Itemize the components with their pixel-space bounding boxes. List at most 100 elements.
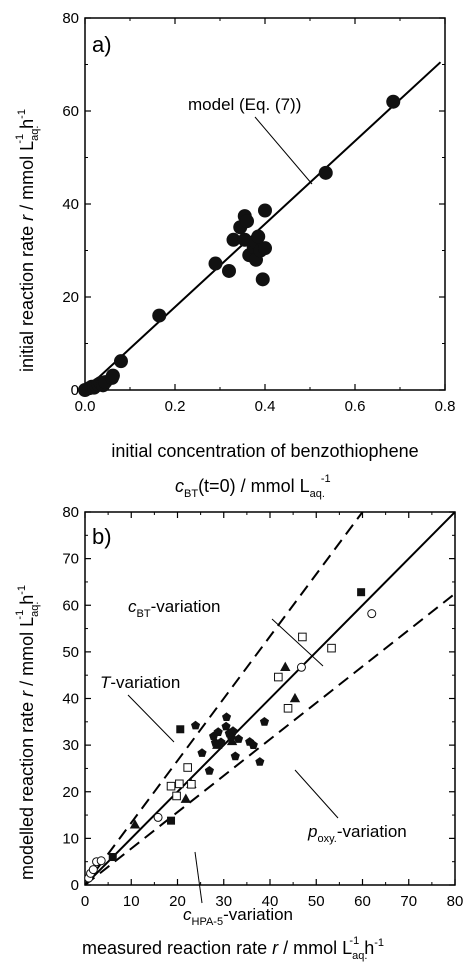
x-axis-label-sub: aq. (352, 950, 367, 962)
data-point-filled-triangle (129, 819, 141, 829)
cbt-variation-leader (271, 618, 324, 667)
panel-a-ytick-label: 20 (62, 289, 79, 306)
data-point-open-circle (153, 812, 163, 822)
t-variation-label: T-variation (100, 673, 180, 692)
x-axis-label-text: (t=0) / mmol L (198, 476, 310, 496)
x-axis-label-sub: aq. (310, 488, 325, 500)
chart-panel-b: 0 10 20 30 40 50 60 70 8001020304050607080b)cBT-… (14, 504, 463, 962)
y-axis-label-var: r (17, 214, 37, 221)
panel-a-ytick-label: 40 (62, 196, 79, 213)
panel-b-ytick-label: 20 (62, 784, 79, 801)
data-point-open-circle (96, 856, 106, 866)
poxy-variation-leader (294, 769, 339, 819)
chpa-variation-label: cHPA-5-variation (183, 905, 293, 928)
y-axis-label-text: / mmol L (17, 141, 37, 215)
y-axis-label-text: / mmol L (17, 617, 37, 691)
y-axis-label-text: initial reaction rate (17, 221, 37, 372)
data-point-open-square (172, 791, 181, 801)
panel-a-ytick-label: 0 (71, 382, 79, 399)
data-point-open-square (183, 763, 192, 772)
t-variation-leader (127, 694, 175, 743)
y-axis-label-sup: -1 (16, 109, 28, 119)
panel-b-ytick-label: 40 (62, 691, 79, 708)
data-point (222, 263, 236, 278)
panel-b-xtick-label: 10 (123, 893, 140, 910)
y-axis-label-sup: -1 (14, 134, 26, 144)
data-point-filled-pentagon (222, 712, 232, 721)
data-point (386, 94, 401, 109)
panel-label-b: b) (92, 524, 112, 549)
data-point-filled-triangle (280, 661, 291, 671)
data-point-open-circle (367, 609, 377, 619)
data-point-filled-square (357, 588, 366, 597)
deviation-dashed-line (85, 592, 455, 885)
panel-b-xtick-label: 30 (215, 893, 232, 910)
y-axis-label: initial reaction rate r / mmol Laq.-1 h-… (14, 109, 41, 372)
annotation-sub: oxy. (317, 833, 336, 845)
y-axis-label: modelled reaction rate r / mmol Laq.-1 h… (14, 585, 41, 880)
annotation-sub: BT (137, 608, 151, 620)
y-axis-label-sup: -1 (16, 585, 28, 595)
x-axis-label-var: c (175, 476, 184, 496)
annotation-sub: HPA-5 (192, 916, 224, 928)
data-point-filled-pentagon (191, 720, 201, 730)
chpa-variation-leader (194, 851, 203, 904)
x-axis-label: measured reaction rate r / mmol Laq. -1 h… (82, 935, 384, 962)
x-axis-label-sup: -1 (349, 935, 359, 947)
data-point-filled-pentagon (221, 721, 231, 731)
annotation-text: -variation (110, 673, 180, 692)
y-axis-label-sub: aq. (29, 126, 41, 141)
data-point (258, 203, 272, 218)
panel-a-ytick-label: 60 (62, 103, 79, 120)
data-point (152, 308, 167, 323)
panel-b-xtick-label: 20 (169, 893, 186, 910)
x-axis-label: initial concentration of benzothiophene (111, 441, 418, 461)
panel-a-xtick-label: 0.6 (345, 398, 366, 415)
x-axis-label-sup: -1 (374, 937, 384, 949)
model-annotation-leader (254, 116, 313, 185)
data-point (251, 229, 266, 244)
data-point-filled-triangle (289, 692, 301, 703)
panel-a-xtick-label: 0.4 (255, 398, 276, 415)
panel-b-xtick-label: 80 (447, 893, 464, 910)
data-point (114, 354, 128, 369)
data-point-filled-triangle (180, 793, 192, 803)
panel-b-ytick-label: 10 (62, 830, 79, 847)
cbt-variation-label: cBT-variation (128, 597, 220, 620)
data-point-filled-square (108, 853, 117, 862)
annotation-text: -variation (337, 822, 407, 841)
panel-b-xtick-label: 40 (262, 893, 279, 910)
panel-a-points (78, 94, 401, 397)
data-point-filled-pentagon (234, 734, 244, 743)
panel-a-ytick-label: 80 (62, 10, 79, 27)
model-annotation-label: model (Eq. (7)) (188, 95, 301, 114)
x-axis-label-line2: cBT(t=0) / mmol Laq. -1 (175, 473, 331, 500)
x-axis-label-text: h (359, 938, 374, 958)
panel-b-ytick-label: 60 (62, 597, 79, 614)
data-point-filled-pentagon (197, 748, 207, 757)
data-point-open-square (175, 779, 184, 789)
x-axis-label-sub: BT (184, 488, 198, 500)
panel-b-points (84, 588, 377, 883)
panel-a-xtick-label: 0.8 (435, 398, 456, 415)
data-point-filled-pentagon (209, 731, 219, 741)
data-point-open-circle (296, 662, 306, 672)
data-point (255, 272, 270, 287)
annotation-var: p (307, 822, 317, 841)
x-axis-label-text: measured reaction rate (82, 938, 272, 958)
panel-b-ytick-label: 30 (62, 737, 79, 754)
panel-a-xtick-label: 0.2 (165, 398, 186, 415)
data-point-open-circle (88, 865, 98, 875)
data-point-open-square (274, 672, 283, 682)
data-point-filled-pentagon (248, 740, 258, 749)
panel-b-ytick-label: 0 (71, 877, 79, 894)
deviation-dashed-line (85, 512, 364, 885)
panel-b-xtick-label: 70 (400, 893, 417, 910)
data-point (240, 214, 254, 229)
data-point (226, 232, 241, 247)
data-point-open-square (283, 703, 293, 713)
data-point-filled-square (167, 816, 176, 825)
panel-b-ytick-label: 50 (62, 644, 79, 661)
data-point-filled-pentagon (255, 757, 265, 766)
